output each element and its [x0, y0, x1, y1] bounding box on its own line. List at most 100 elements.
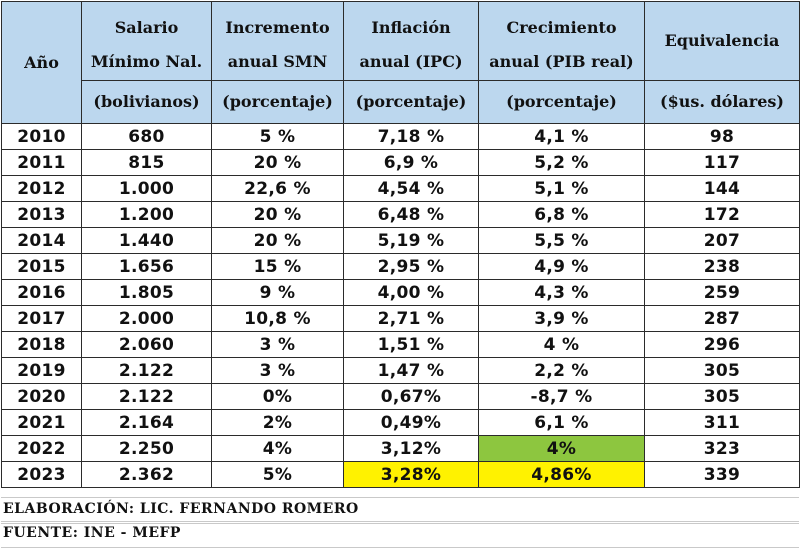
cell-year: 2010	[1, 123, 82, 150]
footer-credit: ELABORACIÓN: LIC. FERNANDO ROMERO	[3, 501, 359, 517]
cell-increment: 5 %	[211, 123, 344, 150]
cell-increment: 22,6 %	[211, 175, 344, 202]
table-body: 2010 680 5 % 7,18 % 4,1 % 98 2011 815 20 % 6,9 % 5…	[1, 123, 800, 488]
cell-year: 2018	[1, 331, 82, 358]
cell-inflation: 0,67%	[343, 383, 479, 410]
header-salary: Salario Mínimo Nal.	[81, 1, 212, 81]
cell-salary: 1.200	[81, 201, 212, 228]
table-row: 2013 1.200 20 % 6,48 % 6,8 % 172	[1, 201, 800, 228]
cell-salary: 2.122	[81, 357, 212, 384]
cell-equiv: 311	[644, 409, 800, 436]
cell-growth: 4,86%	[478, 461, 645, 488]
header-row-units: (bolivianos) (porcentaje) (porcentaje) (…	[2, 80, 800, 124]
cell-growth: 4 %	[478, 331, 645, 358]
header-increment-unit: (porcentaje)	[211, 80, 344, 124]
cell-equiv: 117	[644, 149, 800, 176]
footer-credit-row: ELABORACIÓN: LIC. FERNANDO ROMERO	[1, 497, 799, 524]
cell-inflation: 3,28%	[343, 461, 479, 488]
cell-equiv: 207	[644, 227, 800, 254]
cell-growth: -8,7 %	[478, 383, 645, 410]
header-increment-line2: anual SMN	[227, 52, 328, 71]
table-row: 2010 680 5 % 7,18 % 4,1 % 98	[1, 123, 800, 150]
cell-growth: 4,9 %	[478, 253, 645, 280]
header-increment: Incremento anual SMN	[211, 1, 344, 81]
cell-inflation: 4,00 %	[343, 279, 479, 306]
footer-source-row: FUENTE: INE - MEFP	[1, 521, 799, 548]
cell-equiv: 339	[644, 461, 800, 488]
table-row: 2018 2.060 3 % 1,51 % 4 % 296	[1, 331, 800, 358]
cell-increment: 2%	[211, 409, 344, 436]
cell-growth: 5,2 %	[478, 149, 645, 176]
cell-inflation: 3,12%	[343, 435, 479, 462]
cell-equiv: 144	[644, 175, 800, 202]
cell-increment: 9 %	[211, 279, 344, 306]
header-growth: Crecimiento anual (PIB real)	[478, 1, 645, 81]
header-inflation-unit: (porcentaje)	[343, 80, 479, 124]
header-growth-line2: anual (PIB real)	[489, 52, 634, 71]
table-row: 2012 1.000 22,6 % 4,54 % 5,1 % 144	[1, 175, 800, 202]
header-salary-unit: (bolivianos)	[81, 80, 212, 124]
header-inflation: Inflación anual (IPC)	[343, 1, 479, 81]
cell-increment: 20 %	[211, 149, 344, 176]
cell-year: 2022	[1, 435, 82, 462]
cell-salary: 1.656	[81, 253, 212, 280]
cell-increment: 20 %	[211, 201, 344, 228]
cell-year: 2020	[1, 383, 82, 410]
cell-year: 2011	[1, 149, 82, 176]
cell-growth: 6,8 %	[478, 201, 645, 228]
cell-salary: 1.440	[81, 227, 212, 254]
header-salary-line2: Mínimo Nal.	[90, 52, 203, 71]
cell-increment: 4%	[211, 435, 344, 462]
cell-growth: 4%	[478, 435, 645, 462]
cell-year: 2019	[1, 357, 82, 384]
cell-equiv: 238	[644, 253, 800, 280]
header-row-titles: Año Salario Mínimo Nal. Incremento anual…	[1, 1, 800, 124]
cell-salary: 2.122	[81, 383, 212, 410]
cell-equiv: 172	[644, 201, 800, 228]
table-row: 2023 2.362 5% 3,28% 4,86% 339	[1, 461, 800, 488]
cell-growth: 2,2 %	[478, 357, 645, 384]
cell-inflation: 6,9 %	[343, 149, 479, 176]
cell-salary: 1.805	[81, 279, 212, 306]
table-row: 2011 815 20 % 6,9 % 5,2 % 117	[1, 149, 800, 176]
header-equiv-unit: ($us. dólares)	[644, 80, 800, 124]
cell-growth: 3,9 %	[478, 305, 645, 332]
cell-year: 2017	[1, 305, 82, 332]
cell-inflation: 1,51 %	[343, 331, 479, 358]
cell-year: 2021	[1, 409, 82, 436]
footer-source: FUENTE: INE - MEFP	[3, 525, 181, 541]
header-year: Año	[1, 1, 82, 124]
header-salary-line1: Salario	[114, 18, 179, 37]
header-growth-unit: (porcentaje)	[478, 80, 645, 124]
cell-inflation: 1,47 %	[343, 357, 479, 384]
header-growth-line1: Crecimiento	[506, 18, 617, 37]
cell-year: 2016	[1, 279, 82, 306]
cell-inflation: 7,18 %	[343, 123, 479, 150]
cell-increment: 3 %	[211, 357, 344, 384]
cell-increment: 0%	[211, 383, 344, 410]
cell-growth: 6,1 %	[478, 409, 645, 436]
table-row: 2016 1.805 9 % 4,00 % 4,3 % 259	[1, 279, 800, 306]
cell-salary: 1.000	[81, 175, 212, 202]
header-equiv: Equivalencia	[644, 1, 800, 81]
cell-equiv: 323	[644, 435, 800, 462]
cell-inflation: 2,95 %	[343, 253, 479, 280]
cell-growth: 5,1 %	[478, 175, 645, 202]
cell-salary: 2.362	[81, 461, 212, 488]
cell-inflation: 0,49%	[343, 409, 479, 436]
cell-inflation: 4,54 %	[343, 175, 479, 202]
cell-salary: 2.250	[81, 435, 212, 462]
cell-inflation: 6,48 %	[343, 201, 479, 228]
cell-equiv: 287	[644, 305, 800, 332]
header-inflation-line1: Inflación	[371, 18, 451, 37]
cell-equiv: 305	[644, 357, 800, 384]
table-row: 2022 2.250 4% 3,12% 4% 323	[1, 435, 800, 462]
cell-increment: 5%	[211, 461, 344, 488]
cell-year: 2015	[1, 253, 82, 280]
cell-equiv: 296	[644, 331, 800, 358]
cell-inflation: 2,71 %	[343, 305, 479, 332]
table-row: 2019 2.122 3 % 1,47 % 2,2 % 305	[1, 357, 800, 384]
header-inflation-line2: anual (IPC)	[359, 52, 463, 71]
cell-year: 2014	[1, 227, 82, 254]
cell-year: 2023	[1, 461, 82, 488]
